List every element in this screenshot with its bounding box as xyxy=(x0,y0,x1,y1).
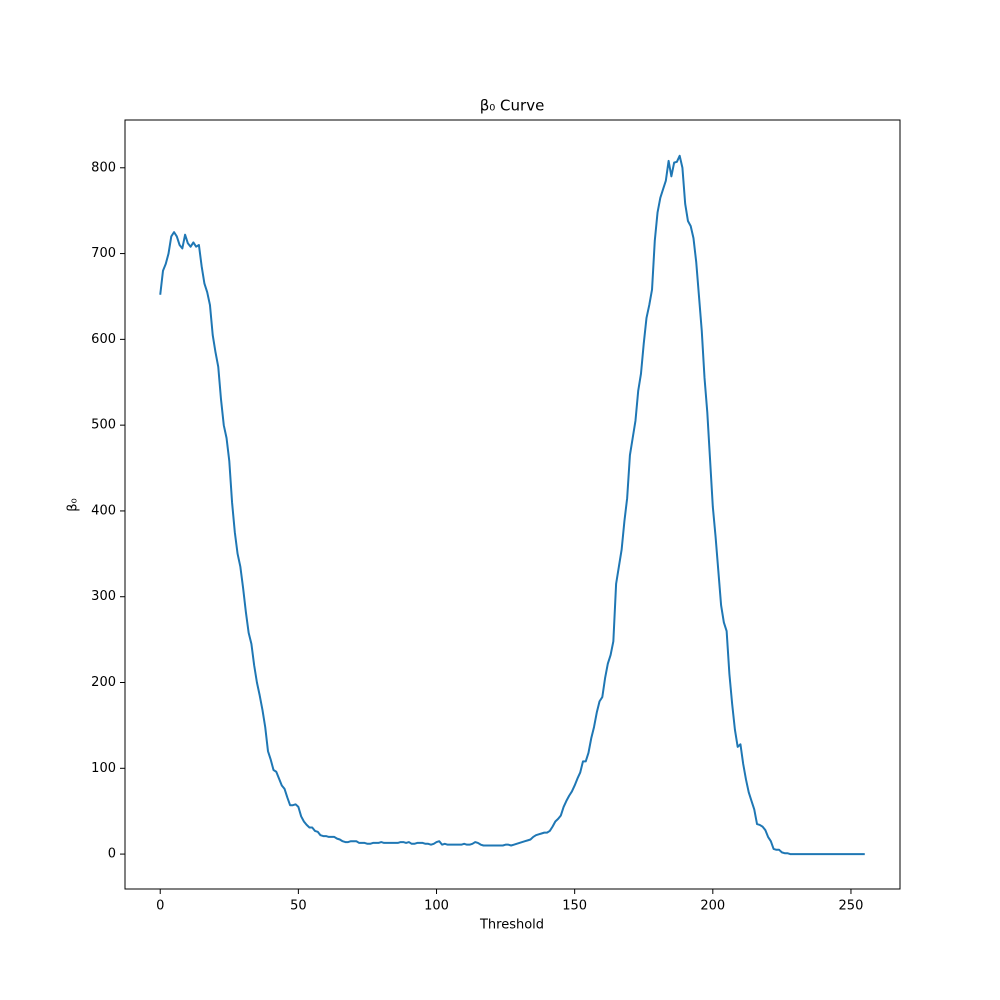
x-tick-label: 150 xyxy=(562,899,587,914)
y-axis-label: β₀ xyxy=(66,498,81,512)
chart-title: β₀ Curve xyxy=(480,97,545,115)
y-tick-label: 100 xyxy=(91,761,116,776)
x-tick-label: 0 xyxy=(156,899,164,914)
x-axis-label: Threshold xyxy=(479,918,544,933)
x-tick-label: 50 xyxy=(290,899,307,914)
y-tick-label: 800 xyxy=(91,160,116,175)
y-tick-label: 400 xyxy=(91,503,116,518)
y-tick-label: 300 xyxy=(91,589,116,604)
y-tick-label: 200 xyxy=(91,675,116,690)
y-tick-label: 700 xyxy=(91,246,116,261)
y-tick-label: 0 xyxy=(108,847,116,862)
y-tick-label: 600 xyxy=(91,332,116,347)
x-tick-label: 200 xyxy=(700,899,725,914)
plot-frame xyxy=(124,119,901,890)
data-line xyxy=(159,154,865,856)
x-tick-label: 100 xyxy=(424,899,449,914)
y-tick-label: 500 xyxy=(91,418,116,433)
x-tick-label: 250 xyxy=(839,899,864,914)
